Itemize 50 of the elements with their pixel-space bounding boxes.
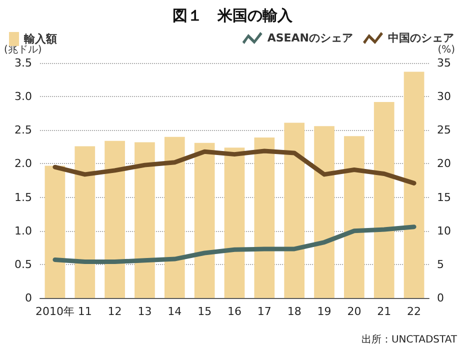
line-series (52, 148, 416, 186)
y-tick-label: 3.0 (14, 90, 32, 104)
y-tick-label: 1.5 (14, 190, 32, 204)
x-tick-label: 19 (317, 305, 332, 318)
bar (224, 148, 245, 298)
x-tick-label: 12 (108, 305, 122, 318)
y2-tick-label: 35 (437, 56, 451, 70)
text: 出所：UNCTADSTAT (361, 334, 458, 346)
bar (404, 72, 424, 298)
x-tick-label: 14 (168, 305, 182, 318)
x-tick-label: 11 (78, 305, 92, 318)
legend-label: 輸入額 (23, 32, 57, 46)
bar (164, 136, 185, 298)
line-series (52, 224, 416, 264)
x-tick-label: 18 (287, 305, 302, 318)
x-tick-label: 20 (347, 305, 362, 318)
bar (134, 142, 155, 298)
bar (44, 166, 66, 298)
bar (254, 138, 275, 298)
chart-title: 図１ 米国の輸入 (172, 6, 294, 24)
y2-tick-label: 15 (437, 190, 451, 204)
x-tick-label: 13 (138, 305, 152, 318)
y-tick-label: 1.0 (14, 224, 32, 238)
y2-tick-label: 20 (437, 157, 451, 170)
x-tick-label: 16 (228, 305, 242, 318)
y2-tick-label: 30 (437, 90, 451, 104)
bar (284, 122, 305, 298)
x-tick-label: 22 (407, 305, 422, 318)
x-tick-label: 21 (377, 305, 392, 318)
bar (194, 142, 215, 298)
y-tick-label: 0.5 (14, 258, 32, 271)
bar (74, 146, 96, 298)
x-tick-label: 17 (257, 305, 272, 318)
y2-tick-label: 0 (437, 292, 444, 304)
bar (314, 126, 334, 298)
x-tick-label: 2010年 (35, 305, 74, 318)
bar (104, 140, 125, 298)
y-tick-label: 2.5 (14, 124, 32, 137)
y-tick-label: 3.5 (14, 56, 32, 70)
y-tick-label: 2.0 (14, 157, 32, 170)
y2-tick-label: 25 (437, 124, 451, 137)
legend-label: ASEANのシェア (267, 32, 354, 44)
y2-tick-label: 10 (437, 224, 451, 238)
y2-tick-label: 5 (437, 258, 444, 271)
bar (344, 136, 364, 298)
bar (374, 102, 394, 298)
legend-label: 中国のシェア (388, 32, 454, 44)
y-tick-label: 0 (25, 292, 32, 304)
x-tick-label: 15 (198, 305, 212, 318)
y2-axis-title: (%) (438, 44, 456, 56)
